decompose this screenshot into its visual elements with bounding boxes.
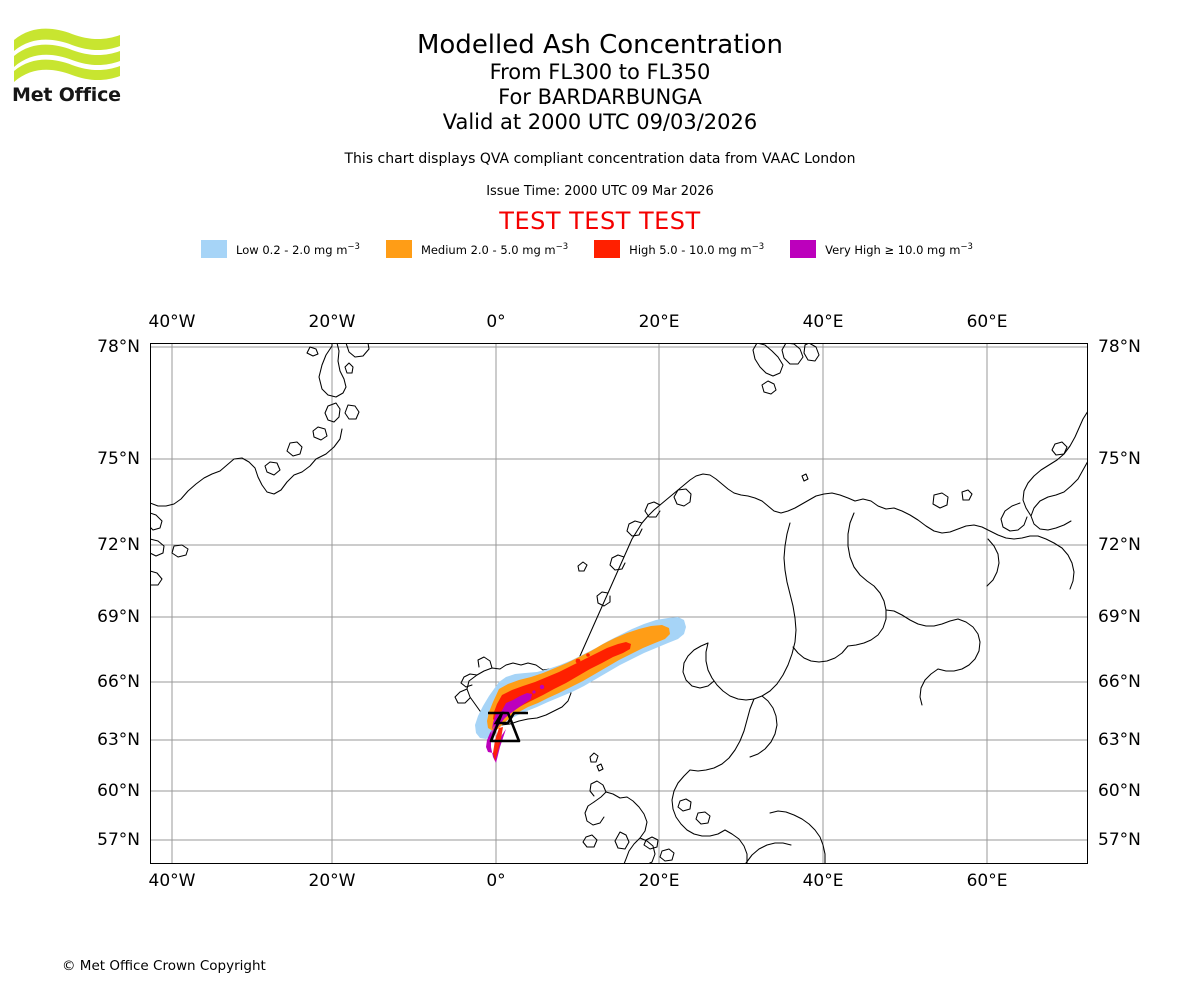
y-tick-left-75: 75°N [97,449,140,469]
x-tick-bottom-20: 20°E [638,871,680,891]
coastlines [150,343,1088,864]
x-tick-bottom-60: 60°E [966,871,1008,891]
y-tick-left-63: 63°N [97,730,140,750]
valid-time: Valid at 2000 UTC 09/03/2026 [442,110,758,134]
test-banner: TEST TEST TEST [499,207,701,235]
x-tick-top-20: 20°E [638,312,680,332]
y-tick-right-57: 57°N [1098,830,1141,850]
y-tick-left-78: 78°N [97,337,140,357]
legend-swatch-high [594,240,621,258]
x-tick-bottom--20: 20°W [308,871,356,891]
y-tick-left-69: 69°N [97,607,140,627]
map-gridlines [150,343,1088,864]
map-plot-area [150,343,1088,864]
x-tick-top--20: 20°W [308,312,356,332]
y-tick-left-72: 72°N [97,535,140,555]
legend-label-low: Low 0.2 - 2.0 mg m−3 [236,241,360,257]
issue-time: Issue Time: 2000 UTC 09 Mar 2026 [486,184,714,199]
y-tick-left-60: 60°N [97,781,140,801]
legend-swatch-low [201,240,228,258]
x-tick-bottom--40: 40°W [148,871,196,891]
qva-note: This chart displays QVA compliant concen… [344,151,856,167]
y-tick-left-66: 66°N [97,672,140,692]
plume-very-high-tail [486,711,506,763]
legend-item-low: Low 0.2 - 2.0 mg m−3 [201,240,360,258]
y-tick-right-66: 66°N [1098,672,1141,692]
x-tick-bottom-0: 0° [486,871,506,891]
legend-item-very-high: Very High ≥ 10.0 mg m−3 [790,240,973,258]
plume-very-high [488,693,532,747]
x-tick-top-40: 40°E [802,312,844,332]
met-office-wordmark: Met Office [12,84,121,106]
legend-item-high: High 5.0 - 10.0 mg m−3 [594,240,764,258]
y-tick-right-69: 69°N [1098,607,1141,627]
concentration-legend: Low 0.2 - 2.0 mg m−3 Medium 2.0 - 5.0 mg … [0,240,1200,258]
x-tick-top--40: 40°W [148,312,196,332]
map-frame [150,343,1088,864]
plume-high [493,642,631,722]
flight-level-range: From FL300 to FL350 [489,60,711,84]
legend-item-medium: Medium 2.0 - 5.0 mg m−3 [385,240,569,258]
y-tick-right-78: 78°N [1098,337,1141,357]
title-block: Modelled Ash Concentration From FL300 to… [0,0,1200,235]
met-office-wave-icon [14,28,120,82]
volcano-marker-icon [488,711,528,743]
x-tick-bottom-40: 40°E [802,871,844,891]
legend-label-high: High 5.0 - 10.0 mg m−3 [629,241,765,257]
copyright-notice: © Met Office Crown Copyright [62,958,266,974]
legend-swatch-medium [385,240,412,258]
met-office-logo: Met Office [12,26,124,110]
legend-swatch-very-high [790,240,817,258]
legend-label-very-high: Very High ≥ 10.0 mg m−3 [825,241,973,257]
volcano-name: For BARDARBUNGA [498,85,702,109]
y-tick-right-60: 60°N [1098,781,1141,801]
y-tick-left-57: 57°N [97,830,140,850]
legend-label-medium: Medium 2.0 - 5.0 mg m−3 [420,241,569,257]
ash-plume [475,617,686,763]
ash-concentration-map [150,343,1088,864]
y-tick-right-63: 63°N [1098,730,1141,750]
y-tick-right-75: 75°N [1098,449,1141,469]
y-tick-right-72: 72°N [1098,535,1141,555]
page-title: Modelled Ash Concentration [416,30,784,60]
x-tick-top-60: 60°E [966,312,1008,332]
x-tick-top-0: 0° [486,312,506,332]
